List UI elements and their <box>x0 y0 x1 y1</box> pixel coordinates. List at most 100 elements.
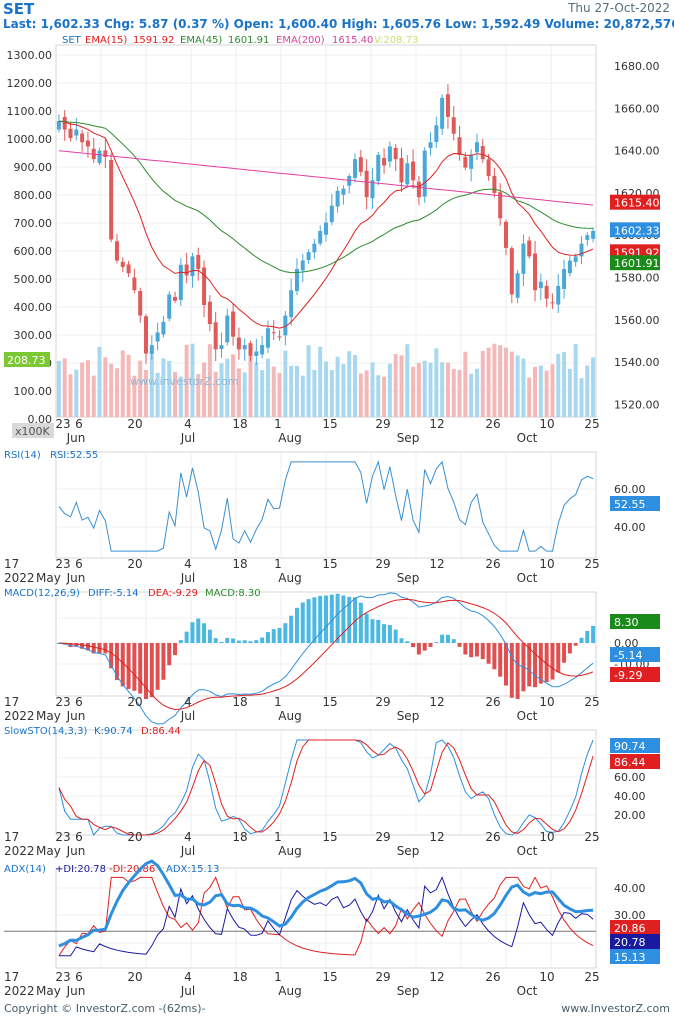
volume-bar <box>573 344 578 417</box>
volume-tick: 400.00 <box>14 301 53 314</box>
macd-bar <box>463 643 468 655</box>
adx-x-label: 26 <box>485 970 500 984</box>
macd-bar <box>190 622 195 643</box>
sto-x-label: 20 <box>127 830 142 844</box>
volume-bar <box>585 365 590 417</box>
macd-bar <box>289 615 294 643</box>
volume-bar <box>144 370 148 417</box>
price-legend-item: 1591.92 <box>133 35 174 46</box>
rsi-x-label: 15 <box>322 557 337 571</box>
adx-month: Oct <box>517 984 538 998</box>
macd-bar <box>422 643 427 651</box>
candle-body <box>294 269 299 292</box>
price-x-label: 23 <box>55 417 70 431</box>
volume-bar <box>567 368 572 417</box>
volume-bar <box>161 358 166 417</box>
macd-bar <box>178 640 183 643</box>
sto-x-label: 12 <box>429 830 444 844</box>
rsi-x-label: 17 <box>4 557 19 571</box>
sto-x-label: 25 <box>584 830 599 844</box>
candle-body <box>196 254 201 270</box>
candle-body <box>556 285 561 305</box>
candle-body <box>68 128 73 138</box>
macd-x-label: 29 <box>375 695 390 709</box>
candle-body <box>144 316 148 354</box>
volume-bar <box>114 368 119 417</box>
candle-body <box>573 256 578 263</box>
candle-body <box>231 311 236 337</box>
rsi-x-label: 4 <box>184 557 192 571</box>
candle-body <box>213 322 218 350</box>
macd-bar <box>591 625 596 643</box>
macd-bar <box>434 642 439 644</box>
sto-year: 2022 <box>4 844 35 858</box>
price-x-label: 1 <box>274 417 282 431</box>
volume-bar <box>294 365 299 417</box>
price-x-label: 25 <box>584 417 599 431</box>
candle-body <box>85 140 90 147</box>
volume-bar <box>445 362 450 417</box>
volume-bar <box>434 348 439 417</box>
candle-body <box>422 150 427 197</box>
adx-tick: 30.00 <box>614 909 646 922</box>
volume-bar <box>277 372 282 417</box>
candle-body <box>248 343 253 356</box>
volume-bar <box>416 362 421 417</box>
macd-bar <box>480 643 485 660</box>
sto-d-tag-text: 86.44 <box>614 756 646 769</box>
macd-bar <box>411 643 416 648</box>
candle-body <box>567 260 572 274</box>
adx-legend-adx: ADX:15.13 <box>166 864 219 875</box>
rsi-month: Jun <box>66 571 86 585</box>
adx-month: Jul <box>180 984 195 998</box>
candle-body <box>242 345 247 350</box>
volume-bar <box>213 371 218 417</box>
macd-bar <box>265 632 270 643</box>
candle-body <box>277 336 282 338</box>
volume-bar <box>91 375 96 417</box>
macd-x-label: 26 <box>485 695 500 709</box>
price-x-label: 29 <box>375 417 390 431</box>
volume-bar <box>109 363 114 417</box>
sto-k-tag <box>610 738 660 753</box>
macd-bar <box>324 595 328 643</box>
macd-bar <box>260 637 265 643</box>
macd-x-label: 4 <box>184 695 192 709</box>
price-tick: 1640.00 <box>614 145 660 158</box>
volume-bar <box>556 353 561 417</box>
macd-diff-tag-text: -5.14 <box>614 649 642 662</box>
volume-bar <box>85 360 90 417</box>
macd-bar <box>271 629 276 643</box>
price-legend-item: EMA(45) <box>180 35 222 46</box>
adx-line <box>58 859 594 948</box>
macd-bar <box>457 643 462 647</box>
macd-bar <box>207 629 212 643</box>
macd-bar <box>318 595 323 643</box>
close-tag <box>610 222 660 238</box>
sto-title: SlowSTO(14,3,3) <box>4 726 87 737</box>
volume-bar <box>231 354 236 417</box>
macd-bar <box>254 640 259 643</box>
sto-month: Aug <box>278 844 301 858</box>
volume-bar <box>242 372 247 417</box>
watermark: www.investorZ.com <box>130 375 239 388</box>
adx-legend-minus: -DI:20.86 <box>109 864 155 875</box>
candle-body <box>207 301 212 324</box>
candle-body <box>492 175 497 193</box>
sto-x-label: 1 <box>274 830 282 844</box>
price-tick: 1680.00 <box>614 60 660 73</box>
candle-body <box>469 154 474 169</box>
price-tick: 1560.00 <box>614 314 660 327</box>
macd-bar <box>306 599 311 643</box>
macd-bar <box>445 634 450 643</box>
macd-bar <box>527 643 532 687</box>
candle-body <box>202 267 207 305</box>
rsi-month: Oct <box>517 571 538 585</box>
macd-bar <box>149 643 154 698</box>
ema200-tag-text: 1615.40 <box>614 197 660 210</box>
rsi-tick: 60.00 <box>614 483 646 496</box>
candle-body <box>306 252 311 261</box>
candle-body <box>382 158 387 166</box>
candle-body <box>167 294 172 319</box>
macd-x-label: 6 <box>75 695 83 709</box>
